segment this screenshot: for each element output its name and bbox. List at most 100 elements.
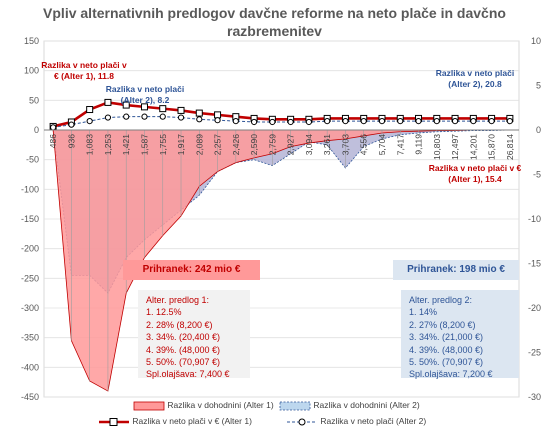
- annotation-alter1-right-text: Razlika v neto plači v € (Alter 1), 15.4: [428, 163, 522, 184]
- legend-item-alter2-area: Razlika v dohodnini (Alter 2): [279, 400, 420, 411]
- y-left-tick-label: -100: [21, 184, 39, 194]
- point-alter2: [123, 113, 130, 120]
- x-tick-label: 1,421: [121, 134, 131, 156]
- point-alter2: [324, 118, 331, 125]
- tax-box-alter2-line: 1. 14%: [409, 307, 438, 318]
- y-left-tick-label: -50: [26, 155, 39, 165]
- point-alter2: [177, 114, 185, 121]
- point-alter2: [378, 118, 386, 125]
- legend-item-alter1-line: Razlika v neto plači v € (Alter 1): [98, 416, 252, 427]
- chart-title: Vpliv alternativnih predlogov davčne ref…: [40, 4, 509, 40]
- tax-box-alter1-line: 2. 28% (8,200 €): [146, 319, 213, 330]
- point-alter2: [104, 114, 112, 121]
- point-alter1: [195, 109, 203, 117]
- tax-box-alter1-line: 4. 39%. (48,000 €): [146, 344, 221, 355]
- point-alter1: [122, 101, 130, 109]
- x-tick-label: 1,755: [158, 134, 168, 156]
- x-tick-label: 936: [66, 134, 76, 148]
- savings-text-alter2: Prihranek: 198 mio €: [407, 264, 505, 275]
- savings-label-alter2: Prihranek: 198 mio €: [393, 260, 519, 280]
- x-tick-label: 5,704: [377, 134, 387, 156]
- tax-box-alter1-line: 3. 34%. (20,400 €): [146, 332, 221, 343]
- y-right-tick-label: -20: [528, 303, 541, 313]
- x-tick-label: 7,417: [395, 134, 405, 156]
- x-tick-label: 3,094: [304, 134, 314, 156]
- legend-item-alter2-line: Razlika v neto plači (Alter 2): [286, 416, 426, 427]
- point-alter2: [305, 118, 313, 126]
- y-left-tick-label: -400: [21, 362, 39, 372]
- point-alter2: [141, 113, 148, 120]
- point-alter2: [214, 117, 221, 124]
- annotation-alter1-right: Razlika v neto plači v € (Alter 1), 15.4: [425, 163, 525, 185]
- point-alter2: [360, 118, 367, 125]
- point-alter1: [86, 106, 94, 114]
- point-alter2: [342, 118, 349, 125]
- legend-item-alter1-area: Razlika v dohodnini (Alter 1): [133, 400, 274, 411]
- x-tick-label: 1,587: [139, 134, 149, 156]
- point-alter1: [177, 106, 185, 114]
- y-right-tick-label: -25: [528, 348, 541, 358]
- legend-label-alter2-line: Razlika v neto plači (Alter 2): [320, 416, 427, 426]
- annotation-alter2-right: Razlika v neto plači (Alter 2), 20.8: [425, 68, 525, 90]
- y-left-tick-label: 150: [24, 36, 39, 46]
- point-alter2: [433, 118, 440, 125]
- point-alter2: [488, 118, 495, 125]
- x-tick-label: 26,814: [505, 134, 515, 160]
- x-tick-label: 10,803: [432, 134, 442, 160]
- legend-label-alter2-area: Razlika v dohodnini (Alter 2): [313, 400, 420, 410]
- x-tick-label: 1,253: [103, 134, 113, 156]
- y-right-tick-label: -5: [533, 170, 541, 180]
- tax-box-alter2-line: Spl.olajšava: 7,200 €: [409, 369, 493, 380]
- savings-label-alter1: Prihranek: 242 mio €: [123, 260, 260, 280]
- annotation-alter2-right-text: Razlika v neto plači (Alter 2), 20.8: [435, 68, 515, 89]
- y-right-tick-label: 10: [531, 36, 541, 46]
- legend-swatch-alter1-line: [99, 417, 129, 426]
- tax-box-alter2-line: 5. 50%. (70,907 €): [409, 357, 484, 368]
- x-tick-label: 2,089: [194, 134, 204, 156]
- x-tick-label: 4,556: [359, 134, 369, 156]
- chart-title-line1: Vpliv alternativnih predlogov davčne ref…: [43, 5, 506, 21]
- x-tick-label: 2,759: [267, 134, 277, 156]
- x-tick-label: 1,083: [85, 134, 95, 156]
- x-tick-label: 3,703: [340, 134, 350, 156]
- point-alter2: [86, 118, 93, 125]
- y-left-tick-label: -300: [21, 303, 39, 313]
- tax-box-alter1-line: 1. 12.5%: [146, 307, 182, 318]
- point-alter2: [470, 118, 477, 125]
- point-alter2: [250, 118, 258, 126]
- y-right-tick-label: -15: [528, 259, 541, 269]
- tax-box-alter1-line: Spl.olajšava: 7,400 €: [146, 369, 230, 380]
- point-alter1: [159, 105, 167, 113]
- annotation-alter1-left-text: Razlika v neto plači v € (Alter 1), 11.8: [41, 60, 127, 81]
- point-alter1: [140, 103, 148, 111]
- point-alter2: [159, 113, 166, 120]
- legend-swatch-alter2-area: [279, 401, 311, 411]
- annotation-alter1-left: Razlika v neto plači v € (Alter 1), 11.8: [40, 60, 128, 82]
- x-tick-label: 3,261: [322, 134, 332, 156]
- legend-label-alter1-area: Razlika v dohodnini (Alter 1): [167, 400, 274, 410]
- y-left-tick-label: -250: [21, 273, 39, 283]
- point-alter2: [50, 124, 57, 131]
- point-alter2: [196, 116, 203, 123]
- savings-text-alter1: Prihranek: 242 mio €: [142, 264, 241, 275]
- x-tick-label: 2,426: [231, 134, 241, 156]
- tax-box-alter1-title: Alter. predlog 1:: [146, 295, 210, 305]
- x-tick-label: 9,119: [414, 134, 424, 155]
- legend-label-alter1-line: Razlika v neto plači v € (Alter 1): [132, 416, 252, 426]
- x-tick-label: 14,201: [468, 134, 478, 160]
- tax-box-alter1-line: 5. 50%. (70,907 €): [146, 357, 221, 368]
- point-alter2: [397, 118, 404, 125]
- y-right-tick-label: 5: [536, 81, 541, 91]
- tax-box-alter2-line: 2. 27% (8,200 €): [409, 319, 476, 330]
- point-alter2: [451, 118, 459, 125]
- y-left-tick-label: 0: [34, 125, 39, 135]
- point-alter1: [214, 111, 222, 119]
- legend-swatch-alter1-area: [133, 401, 165, 411]
- point-alter2: [287, 118, 294, 126]
- y-left-tick-label: -350: [21, 333, 39, 343]
- point-alter2: [232, 118, 239, 125]
- x-tick-label: 2,590: [249, 134, 259, 156]
- tax-box-alter2: Alter. predlog 2: 1. 14% 2. 27% (8,200 €…: [401, 290, 519, 380]
- x-tick-label: 2,257: [213, 134, 223, 156]
- tax-box-alter1: Alter. predlog 1: 1. 12.5% 2. 28% (8,200…: [138, 290, 250, 380]
